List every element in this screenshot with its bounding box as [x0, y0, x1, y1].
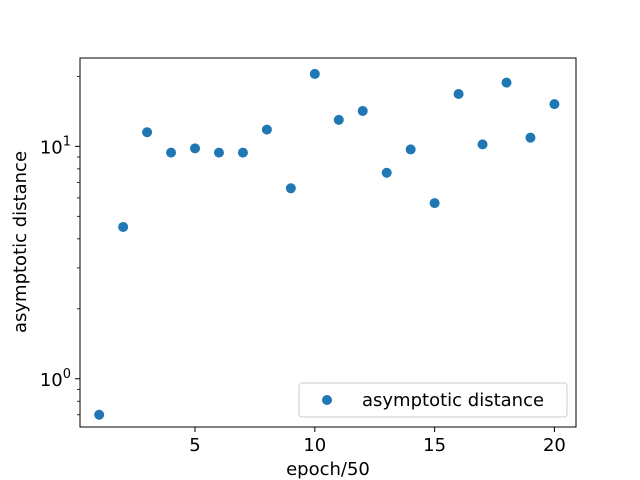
data-point: [118, 221, 129, 232]
data-point: [261, 124, 272, 135]
x-tick-label: 5: [189, 435, 200, 456]
data-point: [166, 147, 177, 158]
y-axis-label: asymptotic distance: [10, 151, 31, 333]
y-tick-label: 101: [40, 134, 71, 158]
legend-entry-label: asymptotic distance: [362, 390, 544, 411]
x-tick-label: 20: [543, 435, 566, 456]
data-point: [213, 147, 224, 158]
data-point: [405, 144, 416, 155]
data-points: [94, 68, 560, 420]
data-point: [501, 77, 512, 88]
x-axis-label: epoch/50: [286, 459, 370, 480]
data-point: [237, 147, 248, 158]
data-point: [190, 143, 201, 154]
data-point: [142, 127, 153, 138]
legend-frame: [298, 382, 568, 418]
data-point: [309, 68, 320, 79]
data-point: [453, 89, 464, 99]
data-point: [477, 139, 488, 150]
legend: asymptotic distance: [298, 382, 568, 418]
data-point: [429, 198, 440, 209]
data-point: [549, 99, 560, 110]
data-point: [525, 132, 536, 143]
data-point: [285, 183, 296, 194]
x-tick-label: 10: [303, 435, 326, 456]
x-tick-label: 15: [423, 435, 446, 456]
data-point: [357, 105, 368, 116]
data-point: [381, 167, 392, 178]
x-axis-ticks: 5 10 15 20: [189, 427, 566, 456]
y-axis-ticks: 100 101: [40, 76, 80, 416]
plot-area-frame: [79, 57, 577, 428]
data-point: [333, 114, 344, 125]
y-tick-label: 100: [40, 367, 71, 391]
legend-marker: [322, 395, 332, 405]
data-point: [94, 409, 105, 420]
